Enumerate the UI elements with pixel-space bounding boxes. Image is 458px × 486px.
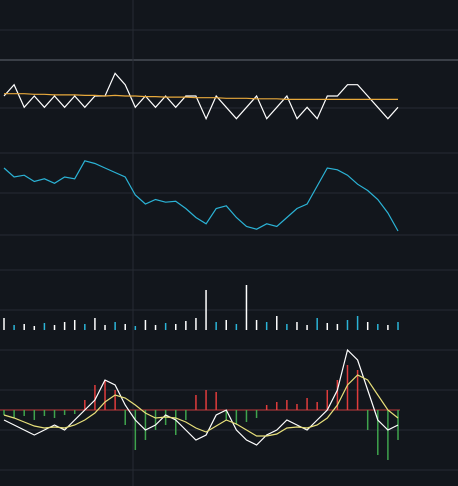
histogram-bar [13, 410, 15, 418]
histogram-bar [134, 410, 137, 450]
histogram-bar [255, 410, 258, 418]
volume-bar [336, 324, 339, 330]
volume-bar [346, 320, 349, 330]
volume-bar [13, 325, 15, 330]
histogram-bar [63, 410, 66, 415]
histogram-bar [43, 410, 46, 416]
volume-bar [114, 322, 116, 330]
histogram-bar [33, 410, 36, 420]
volume-bar [174, 324, 177, 330]
histogram-bar [235, 410, 238, 425]
volume-bar [43, 323, 46, 330]
volume-bar [356, 316, 359, 330]
volume-bar [134, 326, 137, 330]
volume-bar [397, 322, 399, 330]
histogram-bar [174, 410, 177, 435]
histogram-bar [195, 395, 197, 410]
line [3, 72, 399, 121]
volume-bar [154, 325, 157, 330]
volume-bar [387, 325, 389, 330]
histogram-bar [215, 392, 217, 410]
volume-bar [124, 324, 126, 330]
volume-bar [245, 285, 248, 330]
histogram-bar [3, 410, 5, 415]
volume-bar [195, 318, 197, 330]
volume-bar [306, 325, 308, 330]
volume-bar [225, 320, 228, 330]
volume-bar [326, 323, 329, 330]
histogram-bar [387, 410, 389, 460]
line [3, 374, 399, 437]
histogram-bar [326, 390, 329, 410]
volume-bar [84, 324, 86, 330]
line [3, 160, 399, 232]
volume-bar [73, 320, 76, 330]
volume-bar [23, 324, 25, 330]
volume-bar [276, 316, 278, 330]
histogram-bar [377, 410, 379, 455]
volume-bar [185, 321, 187, 330]
volume-bar [3, 318, 5, 330]
volume-bar [144, 320, 147, 330]
volume-bar [164, 323, 167, 330]
histogram-bar [73, 410, 76, 414]
volume-bar [104, 325, 106, 330]
histogram-bar [23, 410, 25, 416]
volume-bar [255, 320, 258, 330]
volume-bar [265, 322, 268, 330]
volume-bar [63, 322, 66, 330]
histogram-bar [225, 410, 228, 420]
histogram-bar [346, 365, 349, 410]
histogram-bar [286, 400, 288, 410]
histogram-bar [185, 410, 187, 420]
volume-bar [377, 324, 379, 330]
histogram-bar [296, 404, 298, 410]
histogram-bar [356, 370, 359, 410]
line [3, 348, 399, 446]
histogram-bar [306, 398, 308, 410]
volume-bar [235, 324, 238, 330]
histogram-bar [53, 410, 56, 418]
volume-bar [296, 322, 298, 330]
histogram-bar [205, 390, 207, 410]
histogram-bar [245, 410, 248, 422]
histogram-bar [144, 410, 147, 440]
volume-bar [94, 318, 96, 330]
volume-bar [53, 325, 56, 330]
histogram-bar [124, 410, 126, 425]
histogram-bar [104, 380, 106, 410]
histogram-bar [276, 402, 278, 410]
volume-bar [316, 318, 318, 330]
histogram-bar [84, 400, 86, 410]
volume-bar [366, 322, 369, 330]
volume-bar [286, 324, 288, 330]
histogram-bar [316, 402, 318, 410]
volume-bar [33, 326, 36, 330]
histogram-bar [114, 390, 116, 410]
volume-bar [215, 322, 217, 330]
volume-bar [205, 290, 207, 330]
histogram-bar [265, 405, 268, 410]
histogram-bar [336, 380, 339, 410]
line [4, 93, 398, 100]
histogram-bar [366, 410, 369, 430]
histogram-bar [94, 385, 96, 410]
histogram-bar [154, 410, 157, 430]
